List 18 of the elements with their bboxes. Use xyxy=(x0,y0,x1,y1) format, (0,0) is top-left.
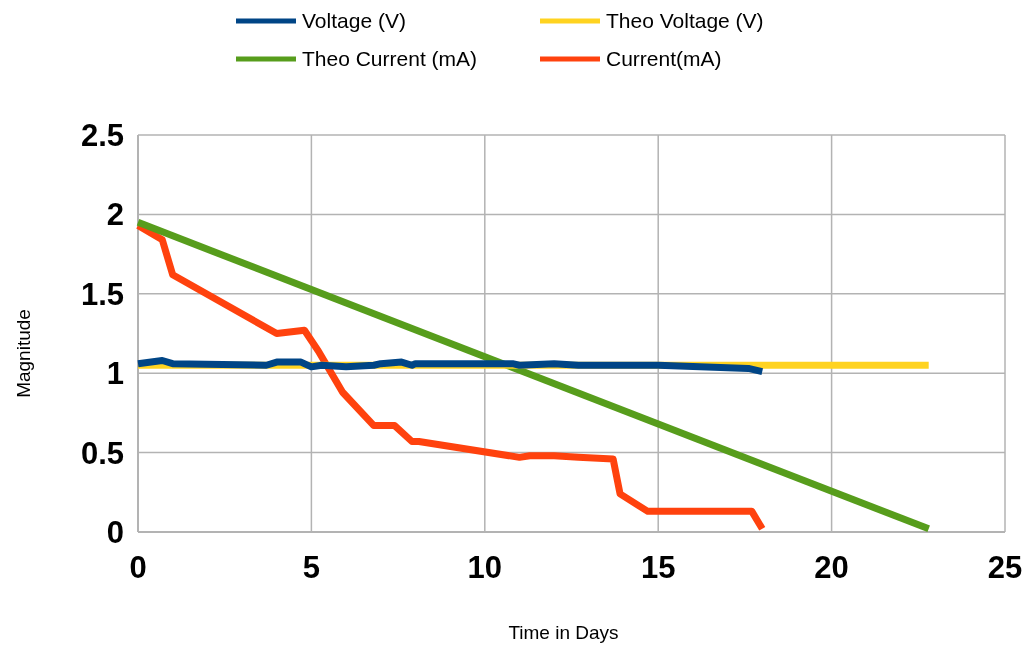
y-axis-title: Magnitude xyxy=(13,309,34,398)
y-tick-label: 0.5 xyxy=(80,435,124,471)
y-tick-label: 2.5 xyxy=(80,118,124,153)
x-axis-title: Time in Days xyxy=(508,622,619,643)
x-tick-label: 5 xyxy=(302,550,321,585)
y-tick-label: 2 xyxy=(106,197,124,233)
y-tick-label: 1.5 xyxy=(80,276,124,312)
x-tick-label: 25 xyxy=(987,550,1023,585)
legend-label: Theo Current (mA) xyxy=(302,47,478,70)
x-tick-label: 0 xyxy=(129,550,147,585)
legend-label: Voltage (V) xyxy=(302,9,406,32)
x-tick-label: 20 xyxy=(814,550,849,585)
x-tick-label: 15 xyxy=(640,550,676,585)
y-tick-label: 1 xyxy=(106,356,124,392)
legend-label: Theo Voltage (V) xyxy=(606,9,764,32)
legend-label: Current(mA) xyxy=(606,47,722,70)
y-tick-label: 0 xyxy=(106,515,124,550)
x-tick-label: 10 xyxy=(467,550,503,585)
